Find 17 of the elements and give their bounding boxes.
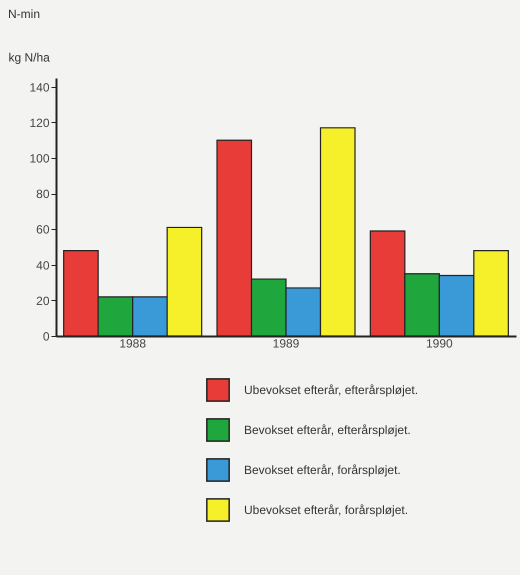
y-axis-title: kg N/ha [8, 50, 50, 64]
y-tick-label: 120 [29, 116, 50, 130]
y-tick-label: 100 [29, 152, 50, 166]
y-tick-label: 0 [42, 330, 50, 344]
x-tick-label: 1990 [426, 336, 454, 350]
x-tick-label: 1989 [272, 336, 300, 350]
chart-title: N-min [8, 7, 40, 21]
x-tick-label: 1988 [119, 336, 146, 350]
legend-label: Ubevokset efterår, efterårspløjet. [244, 383, 418, 397]
y-tick-label: 60 [36, 222, 50, 237]
y-tick-label: 20 [36, 294, 50, 308]
y-tick-label: 140 [29, 80, 50, 94]
legend-label: Bevokset efterår, efterårspløjet. [244, 423, 411, 437]
y-tick-label: 40 [36, 258, 50, 272]
y-tick-label: 80 [36, 187, 50, 202]
legend-label: Bevokset efterår, forårspløjet. [244, 463, 401, 477]
legend-label: Ubevokset efterår, forårspløjet. [244, 503, 408, 517]
